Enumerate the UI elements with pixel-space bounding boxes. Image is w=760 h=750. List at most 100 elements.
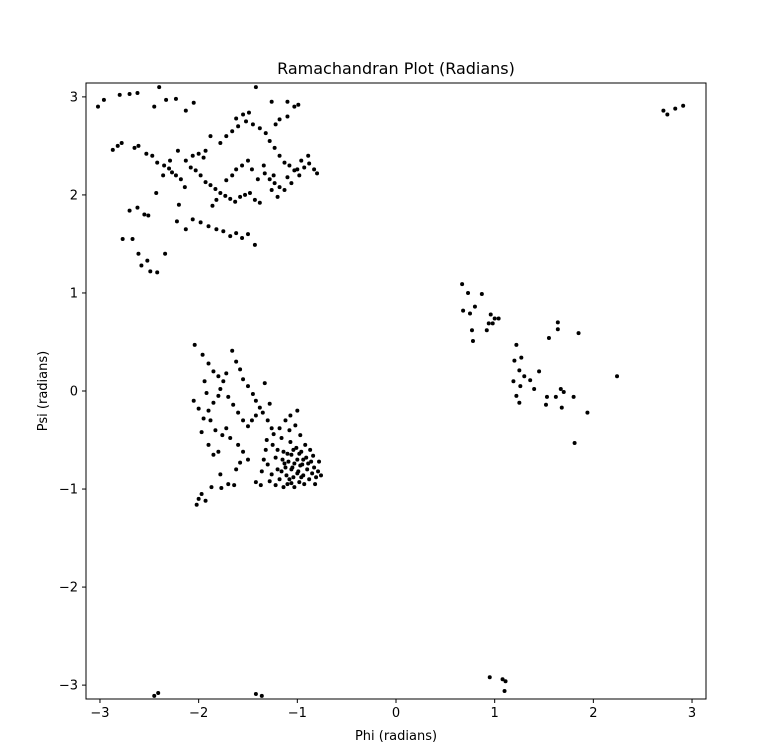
data-point xyxy=(292,485,297,490)
data-point xyxy=(308,447,313,452)
data-point xyxy=(249,167,254,172)
data-point xyxy=(272,145,277,150)
data-point xyxy=(528,378,533,383)
data-point xyxy=(500,677,505,682)
data-point xyxy=(230,129,235,134)
data-point xyxy=(253,413,258,418)
data-point xyxy=(245,232,250,237)
data-point xyxy=(267,479,272,484)
data-point xyxy=(257,405,262,410)
data-point xyxy=(275,467,280,472)
data-point xyxy=(136,251,141,256)
data-point xyxy=(313,482,318,487)
data-point xyxy=(615,374,620,379)
data-point xyxy=(296,102,301,107)
data-point xyxy=(681,103,686,108)
data-point xyxy=(512,358,517,363)
data-point xyxy=(287,163,292,168)
data-point xyxy=(503,679,508,684)
data-point xyxy=(150,153,155,158)
data-point xyxy=(163,251,168,256)
data-point xyxy=(157,85,162,90)
data-point xyxy=(145,258,150,263)
data-point xyxy=(291,447,296,452)
x-tick-label: −2 xyxy=(189,706,208,721)
data-point xyxy=(206,408,211,413)
data-point xyxy=(226,394,231,399)
data-point xyxy=(283,465,288,470)
data-point xyxy=(555,320,560,325)
data-point xyxy=(234,116,239,121)
data-point xyxy=(224,178,229,183)
data-point xyxy=(273,455,278,460)
data-point xyxy=(297,480,302,485)
data-point xyxy=(199,430,204,435)
data-point xyxy=(168,158,173,163)
data-point xyxy=(283,418,288,423)
data-point xyxy=(224,134,229,139)
data-point xyxy=(228,196,233,201)
data-point xyxy=(95,104,100,109)
data-point xyxy=(218,190,223,195)
data-point xyxy=(265,462,270,467)
data-point xyxy=(170,170,175,175)
data-point xyxy=(214,197,219,202)
data-point xyxy=(250,391,255,396)
data-point xyxy=(236,124,241,129)
data-point xyxy=(294,445,299,450)
data-point xyxy=(173,96,178,101)
plot-frame xyxy=(85,82,707,700)
data-point xyxy=(537,369,542,374)
data-point xyxy=(234,231,239,236)
data-point xyxy=(175,148,180,153)
data-point xyxy=(272,181,277,186)
data-point xyxy=(264,438,269,443)
data-point xyxy=(472,304,477,309)
x-axis: −3 −2 −1 0 1 2 3 xyxy=(90,699,696,721)
data-point xyxy=(224,426,229,431)
data-point xyxy=(289,181,294,186)
data-point xyxy=(220,433,225,438)
data-point xyxy=(263,447,268,452)
data-point xyxy=(223,193,228,198)
data-point xyxy=(262,381,267,386)
data-point xyxy=(288,439,293,444)
data-point xyxy=(317,459,322,464)
data-point xyxy=(295,167,300,172)
data-point xyxy=(119,140,124,145)
data-point xyxy=(213,187,218,192)
data-point xyxy=(234,359,239,364)
data-point xyxy=(273,122,278,127)
data-point xyxy=(299,475,304,480)
data-point xyxy=(252,197,257,202)
data-point xyxy=(233,199,238,204)
data-point xyxy=(196,151,201,156)
data-point xyxy=(271,432,276,437)
data-point xyxy=(295,457,300,462)
data-point xyxy=(479,291,484,296)
data-point xyxy=(218,140,223,145)
x-tick-label: 2 xyxy=(589,706,597,721)
data-point xyxy=(257,200,262,205)
data-point xyxy=(244,119,249,124)
data-point xyxy=(275,447,280,452)
data-point xyxy=(301,457,306,462)
data-point xyxy=(203,498,208,503)
chart-title: Ramachandran Plot (Radians) xyxy=(277,59,515,78)
data-point xyxy=(469,328,474,333)
data-point xyxy=(238,367,243,372)
data-point xyxy=(302,482,307,487)
data-point xyxy=(199,491,204,496)
data-point xyxy=(241,449,246,454)
data-point xyxy=(571,394,576,399)
data-point xyxy=(673,106,678,111)
x-axis-label: Phi (radians) xyxy=(355,729,437,744)
data-point xyxy=(306,153,311,158)
data-point xyxy=(305,467,310,472)
data-point xyxy=(553,394,558,399)
data-point xyxy=(245,158,250,163)
data-point xyxy=(216,374,221,379)
data-point xyxy=(470,339,475,343)
data-point xyxy=(293,423,298,428)
